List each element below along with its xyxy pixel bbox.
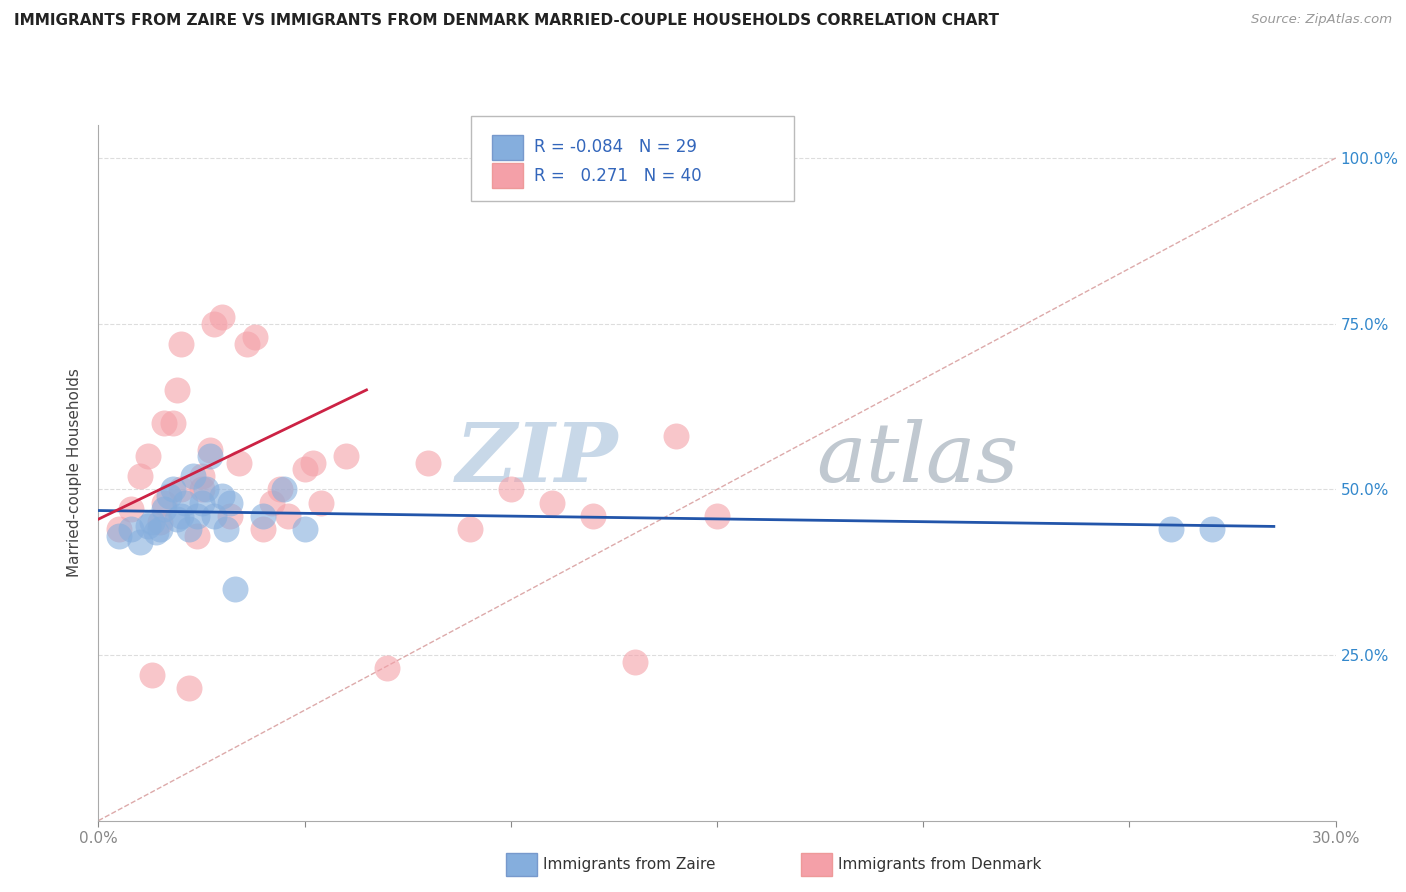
Point [190,469,212,483]
Text: atlas: atlas [815,419,1018,499]
Point [269,483,291,497]
Point [128,535,150,549]
Point [335,449,357,463]
Point [252,522,274,536]
Point [153,416,176,430]
Point [194,483,217,497]
Point [252,508,274,523]
Point [198,442,221,457]
Point [108,529,131,543]
Point [706,508,728,523]
Point [224,582,246,596]
Point [128,469,150,483]
Point [302,456,325,470]
Text: R =   0.271   N = 40: R = 0.271 N = 40 [534,167,702,185]
Point [186,508,208,523]
Point [1201,522,1223,536]
Point [181,469,204,483]
Point [190,495,212,509]
Point [145,525,167,540]
Point [166,383,188,397]
Point [623,655,645,669]
Point [120,522,142,536]
Point [108,522,131,536]
Point [211,489,233,503]
Point [153,502,176,516]
Point [294,522,316,536]
Point [582,508,605,523]
Point [236,336,259,351]
Point [215,522,238,536]
Point [260,495,283,509]
Point [375,661,398,675]
Point [179,522,201,536]
Point [294,462,316,476]
Point [179,681,201,695]
Point [1160,522,1182,536]
Point [162,483,184,497]
Text: Source: ZipAtlas.com: Source: ZipAtlas.com [1251,13,1392,27]
Point [202,317,225,331]
Text: R = -0.084   N = 29: R = -0.084 N = 29 [534,138,697,156]
Point [499,483,522,497]
Point [418,456,440,470]
Point [136,449,159,463]
Point [219,495,242,509]
Point [149,522,172,536]
Point [219,508,242,523]
Text: Immigrants from Zaire: Immigrants from Zaire [543,857,716,871]
Point [277,508,299,523]
Point [186,529,208,543]
Point [228,456,250,470]
Point [458,522,481,536]
Text: IMMIGRANTS FROM ZAIRE VS IMMIGRANTS FROM DENMARK MARRIED-COUPLE HOUSEHOLDS CORRE: IMMIGRANTS FROM ZAIRE VS IMMIGRANTS FROM… [14,13,1000,29]
Text: ZIP: ZIP [456,419,619,499]
Text: Immigrants from Denmark: Immigrants from Denmark [838,857,1042,871]
Point [120,502,142,516]
Point [309,495,332,509]
Point [198,449,221,463]
Point [170,508,193,523]
Point [211,310,233,324]
Point [149,516,172,530]
Point [541,495,564,509]
Point [153,495,176,509]
Point [202,508,225,523]
Point [162,416,184,430]
Point [166,512,188,526]
Point [136,518,159,533]
Point [141,668,163,682]
Point [157,489,180,503]
Point [174,495,197,509]
Point [141,516,163,530]
Point [170,336,193,351]
Point [243,330,266,344]
Point [273,483,295,497]
Y-axis label: Married-couple Households: Married-couple Households [67,368,83,577]
Point [170,483,193,497]
Point [190,483,212,497]
Point [665,429,688,443]
